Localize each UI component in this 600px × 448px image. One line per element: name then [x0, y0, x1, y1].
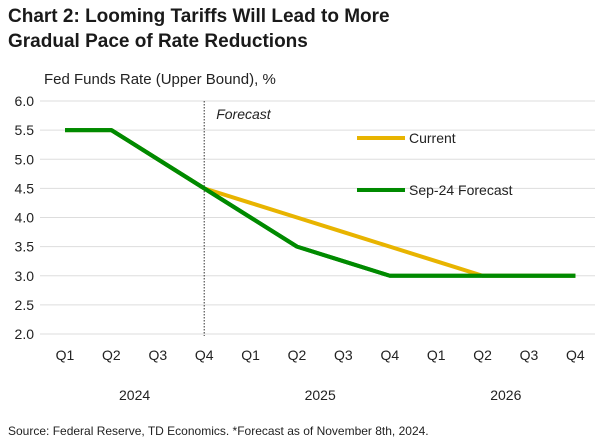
x-tick-label: Q4: [195, 347, 214, 363]
legend-label: Current: [409, 130, 456, 146]
year-label: 2025: [305, 387, 336, 403]
source-note: Source: Federal Reserve, TD Economics. *…: [8, 424, 429, 438]
x-tick-label: Q2: [288, 347, 307, 363]
x-tick-label: Q3: [334, 347, 353, 363]
x-tick-label: Q1: [427, 347, 446, 363]
y-tick-label: 6.0: [15, 93, 35, 109]
y-tick-label: 5.5: [15, 122, 35, 138]
x-tick-label: Q2: [473, 347, 492, 363]
year-label: 2026: [490, 387, 521, 403]
forecast-annotation: Forecast: [216, 106, 272, 122]
y-tick-label: 3.5: [15, 239, 35, 255]
y-tick-label: 2.5: [15, 297, 35, 313]
x-tick-label: Q4: [566, 347, 585, 363]
title-line-2: Gradual Pace of Rate Reductions: [8, 31, 308, 52]
y-tick-label: 4.0: [15, 210, 35, 226]
y-tick-label: 4.5: [15, 180, 35, 196]
x-tick-label: Q3: [520, 347, 539, 363]
title-line-1: Chart 2: Looming Tariffs Will Lead to Mo…: [8, 6, 390, 27]
x-tick-label: Q1: [241, 347, 260, 363]
x-tick-label: Q4: [380, 347, 399, 363]
y-tick-label: 2.0: [15, 326, 35, 342]
x-tick-label: Q2: [102, 347, 121, 363]
y-axis-label: Fed Funds Rate (Upper Bound), %: [44, 71, 276, 88]
chart-title: Chart 2: Looming Tariffs Will Lead to Mo…: [8, 4, 390, 54]
y-tick-label: 3.0: [15, 268, 35, 284]
x-tick-label: Q3: [148, 347, 167, 363]
series-line-top: [65, 128, 576, 278]
legend-label: Sep-24 Forecast: [409, 182, 513, 198]
y-tick-label: 5.0: [15, 151, 35, 167]
year-label: 2024: [119, 387, 150, 403]
x-tick-label: Q1: [56, 347, 75, 363]
